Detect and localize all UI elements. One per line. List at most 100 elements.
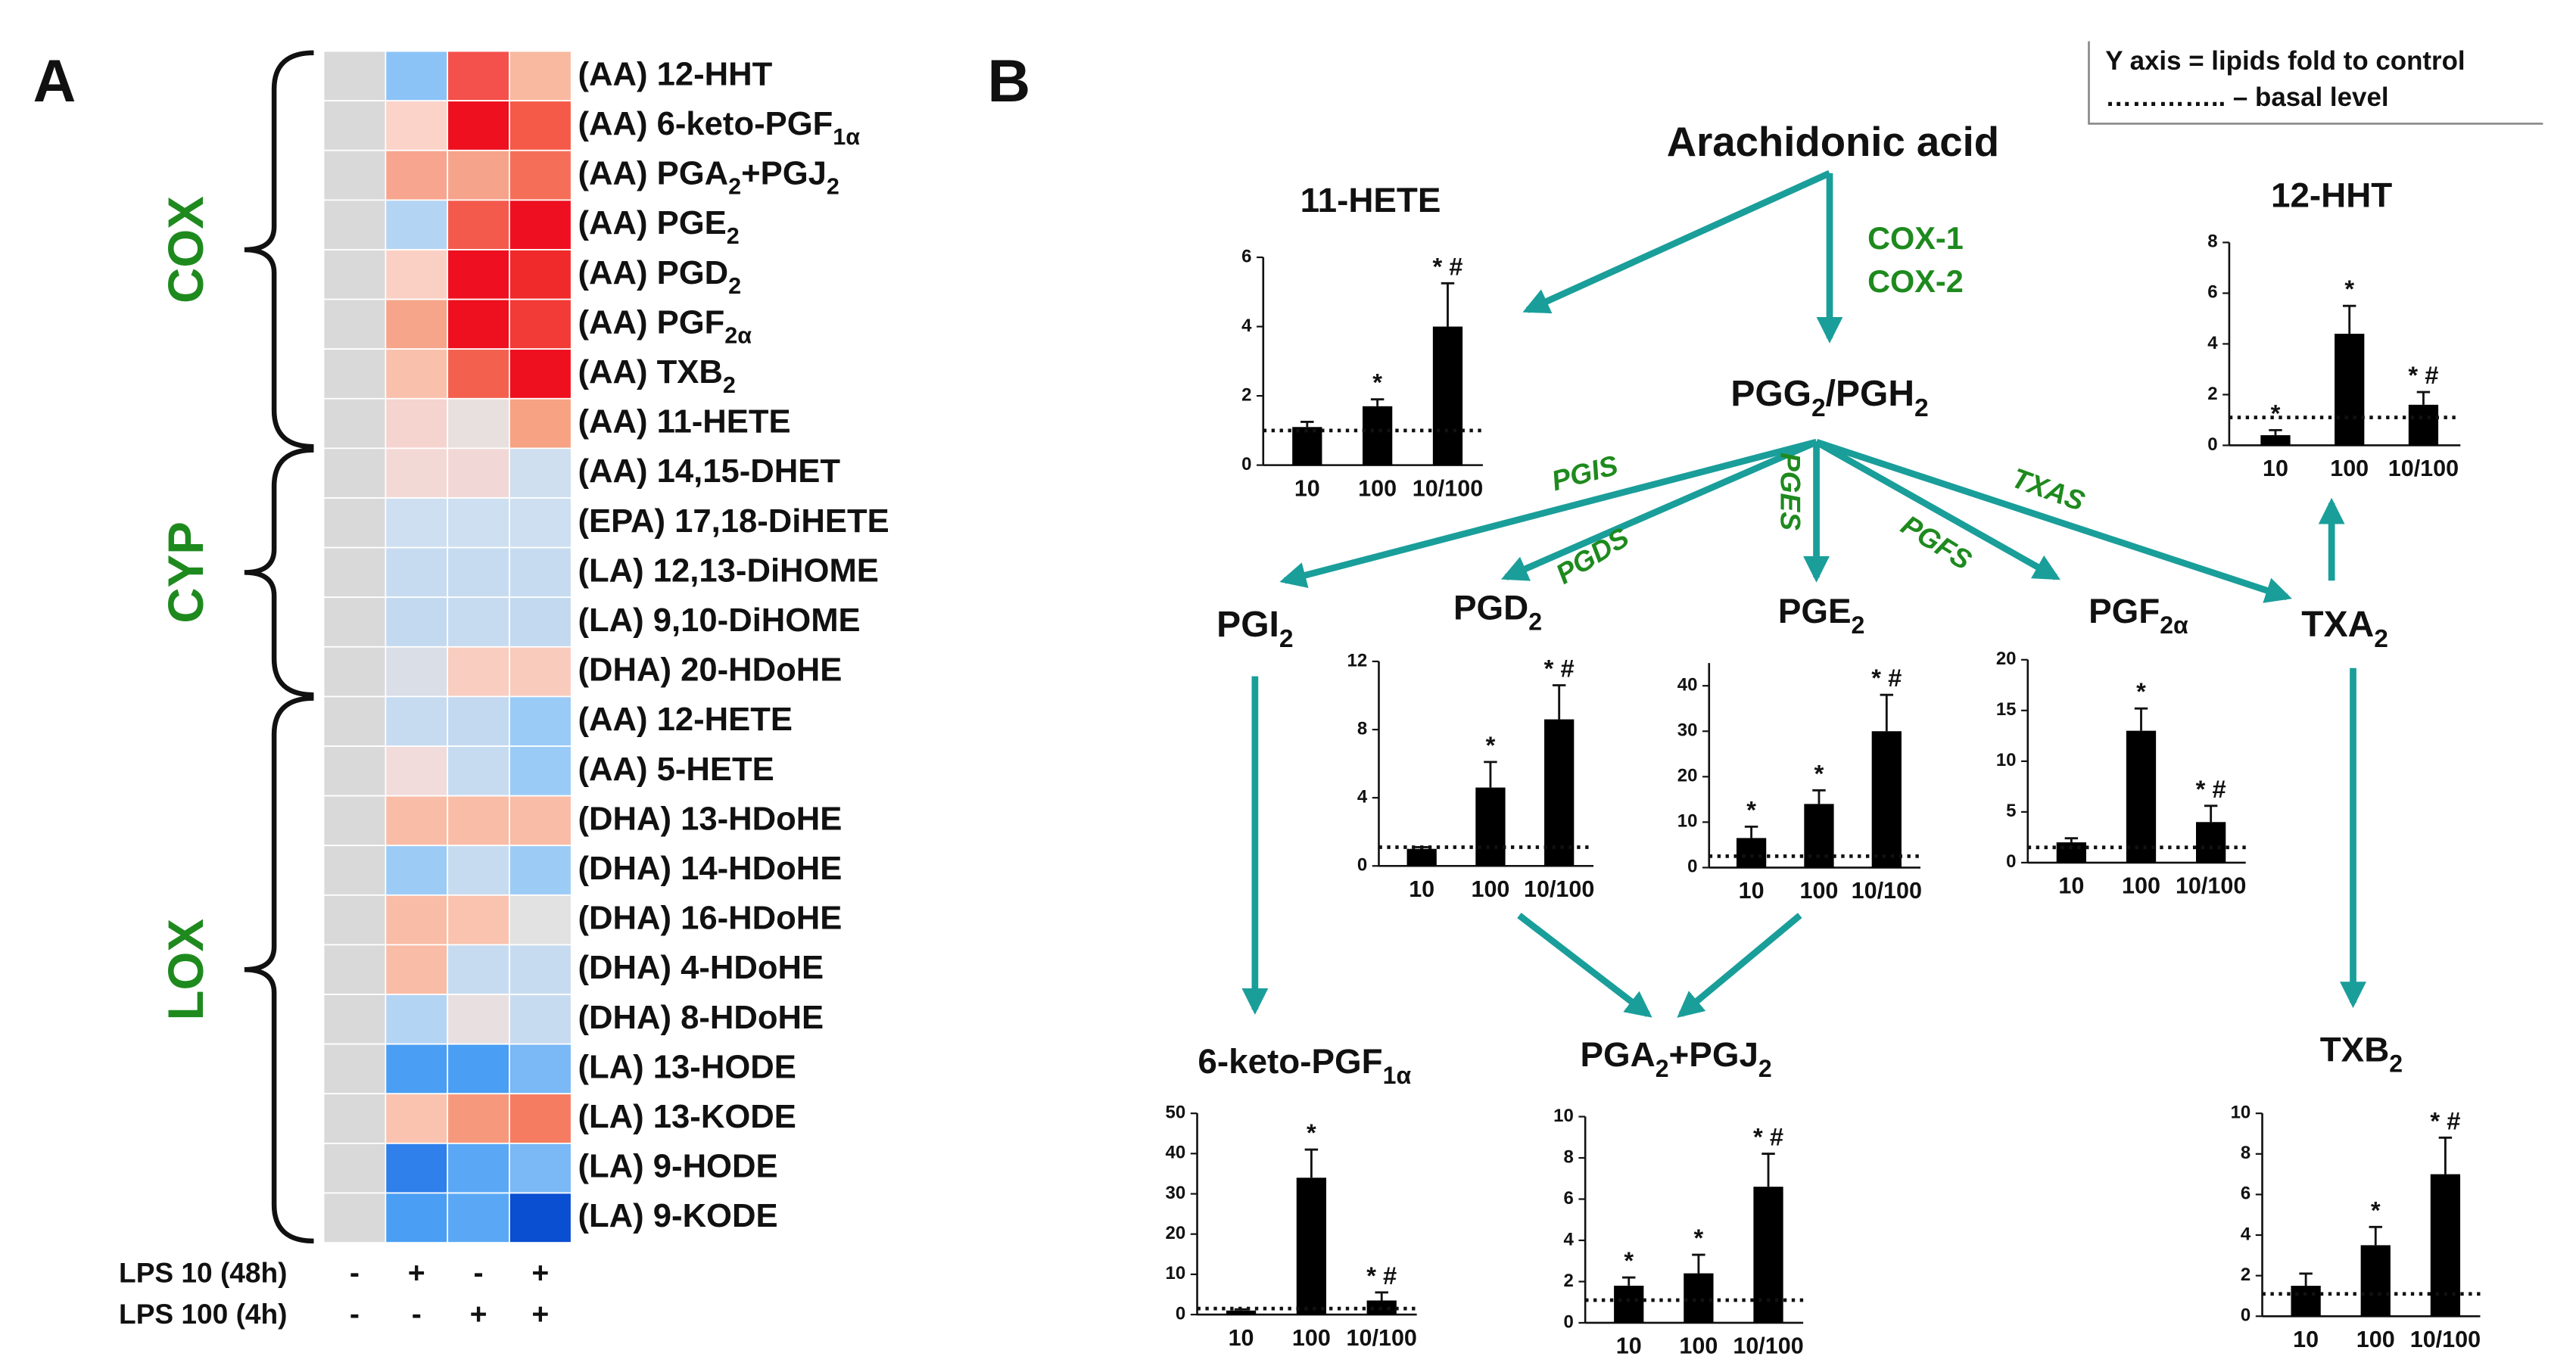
row-label-part: 2 (728, 273, 741, 299)
x-tick-label: 100 (1799, 878, 1838, 904)
heatmap-cell (447, 149, 510, 201)
heatmap-cell (447, 1093, 510, 1144)
group-brace (244, 50, 314, 450)
heatmap-cell (509, 397, 572, 450)
enzyme-label: COX-1 (1867, 221, 1964, 256)
bar (1363, 406, 1393, 465)
heatmap-cell (447, 298, 510, 350)
x-tick-label: 10 (2058, 873, 2084, 899)
significance-label: * (1372, 369, 1382, 397)
condition-sign: + (408, 1256, 425, 1290)
error-bar (2134, 707, 2148, 731)
y-tick-label: 0 (1357, 855, 1367, 876)
heatmap-cell (385, 596, 449, 648)
bar (1753, 1187, 1783, 1323)
chart-title-part: PGA (1580, 1035, 1655, 1074)
chart-title-part: 11-HETE (1300, 181, 1441, 219)
row-label: (AA) PGE2 (578, 205, 739, 250)
heatmap-cell (509, 894, 572, 946)
chart-title: PGD2 (1453, 589, 1542, 636)
chart-title-part: 2 (2389, 1050, 2403, 1078)
error-bar (1300, 420, 1314, 428)
heatmap-cell (447, 348, 510, 400)
enzyme-label: PGFS (1895, 509, 1977, 576)
y-tick-label: 30 (1677, 720, 1698, 741)
x-tick-label: 10/100 (1347, 1325, 1417, 1351)
pathway-node: Arachidonic acid (1667, 119, 1999, 165)
heatmap-cell (322, 845, 387, 896)
condition-sign: - (412, 1298, 422, 1331)
condition-sign: + (470, 1298, 487, 1331)
y-tick-label: 4 (2207, 333, 2218, 353)
heatmap-cell (385, 249, 449, 300)
row-label-part: (DHA) 8-HDoHE (578, 999, 824, 1035)
heatmap-cell (447, 199, 510, 250)
row-label-part: (AA) PGF (578, 304, 724, 341)
y-tick-label: 8 (2207, 232, 2217, 252)
heatmap-cell (322, 994, 387, 1045)
heatmap-cell (322, 149, 387, 201)
bar (1736, 838, 1767, 868)
error-bar (1744, 825, 1758, 839)
row-label: (AA) 14,15-DHET (578, 453, 840, 490)
y-tick-label: 8 (1357, 718, 1367, 739)
heatmap-cell (385, 447, 449, 499)
row-label-part: 2 (827, 174, 839, 200)
heatmap-cell (447, 745, 510, 797)
row-label-part: (LA) 13-HODE (578, 1049, 796, 1085)
condition-label: LPS 10 (48h) (119, 1257, 287, 1289)
y-tick-label: 0 (1564, 1311, 1574, 1332)
y-tick-label: 8 (2241, 1143, 2250, 1163)
y-tick-label: 4 (1357, 786, 1368, 807)
pathway-node: PGG2/PGH2 (1730, 374, 1928, 423)
x-tick-label: 100 (2330, 456, 2369, 481)
heatmap-cell (385, 695, 449, 747)
heatmap-cell (385, 546, 449, 599)
y-tick-label: 2 (2241, 1265, 2250, 1285)
significance-label: * (1694, 1224, 1704, 1252)
bar (1406, 848, 1437, 867)
y-tick-label: 20 (1677, 766, 1698, 786)
heatmap-cell (385, 497, 449, 549)
significance-label: * # (2408, 361, 2438, 389)
heatmap-cell (385, 199, 449, 250)
heatmap-cell (322, 1142, 387, 1194)
heatmap-cell (447, 497, 510, 549)
heatmap-cell (509, 994, 572, 1045)
y-tick-label: 15 (1996, 699, 2017, 720)
row-label-part: (DHA) 14-HDoHE (578, 851, 842, 887)
x-tick-label: 10 (2263, 456, 2288, 481)
heatmap-cell (385, 100, 449, 151)
error-bar (1375, 1291, 1388, 1301)
row-label: (EPA) 17,18-DiHETE (578, 502, 889, 539)
y-tick-label: 0 (2207, 434, 2217, 455)
pathway-node-part: PGG (1730, 374, 1811, 414)
bar (2408, 404, 2439, 446)
chart-title: PGF2α (2089, 592, 2188, 639)
enzyme-label: PGIS (1548, 449, 1621, 497)
pathway-node-part: 2 (1279, 626, 1294, 654)
row-label: (LA) 13-KODE (578, 1099, 796, 1135)
chart-title: TXB2 (2320, 1031, 2403, 1078)
chart-title-part: +PGJ (1669, 1035, 1758, 1074)
bar (1871, 731, 1902, 868)
heatmap-cell (447, 994, 510, 1045)
heatmap-cell (509, 199, 572, 250)
row-label-part: (EPA) 17,18-DiHETE (578, 502, 889, 539)
enzyme-label: PGDS (1550, 521, 1635, 590)
y-tick-label: 2 (2207, 384, 2217, 404)
heatmap-cell (509, 50, 572, 102)
heatmap-cell (509, 646, 572, 698)
error-bar (2269, 428, 2282, 436)
error-bar (2416, 390, 2431, 405)
heatmap-cell (509, 298, 572, 350)
heatmap-cell (385, 298, 449, 350)
heatmap-cell (509, 745, 572, 797)
pathway-node-part: /PGH (1826, 374, 1914, 414)
significance-label: * (1307, 1119, 1316, 1147)
y-tick-label: 0 (1241, 454, 1251, 474)
panel-label: A (33, 48, 76, 114)
row-label-part: (LA) 9,10-DiHOME (578, 602, 860, 639)
row-label: (DHA) 20-HDoHE (578, 652, 842, 688)
heatmap-cell (509, 497, 572, 549)
